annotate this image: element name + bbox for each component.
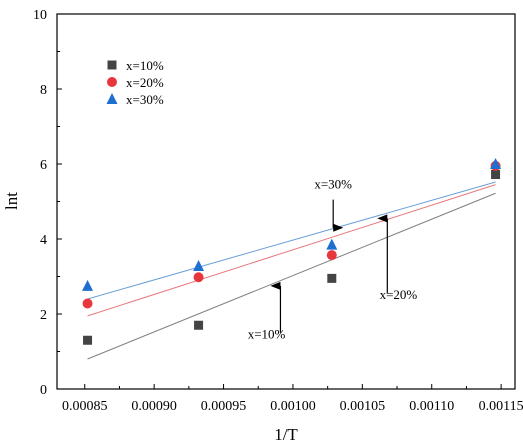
annotation-label: x=20%: [380, 287, 418, 302]
data-point: [83, 335, 93, 345]
x-axis-label: 1/T: [274, 425, 298, 444]
data-point: [193, 260, 205, 271]
data-point: [490, 158, 502, 169]
x-tick-label: 0.00090: [131, 399, 177, 414]
legend-marker: [107, 77, 117, 87]
x-tick-label: 0.00105: [340, 399, 386, 414]
y-tick-label: 6: [40, 158, 47, 173]
x-tick-label: 0.00095: [201, 399, 247, 414]
data-point: [82, 279, 94, 291]
data-point: [326, 238, 338, 250]
x-tick-label: 0.00115: [479, 399, 523, 414]
legend-label: x=30%: [126, 92, 164, 107]
data-point: [491, 170, 501, 179]
data-point: [193, 272, 204, 283]
fit-line: [87, 184, 496, 317]
legend-marker: [107, 60, 117, 70]
data-point: [327, 273, 337, 283]
data-point: [326, 250, 337, 261]
y-tick-label: 2: [40, 308, 47, 323]
fit-line: [87, 181, 496, 300]
x-tick-label: 0.00085: [62, 399, 108, 414]
data-point: [194, 320, 204, 330]
fit-line: [87, 192, 496, 360]
x-tick-label: 0.00100: [270, 399, 316, 414]
data-point: [82, 298, 93, 309]
y-tick-label: 8: [40, 83, 47, 98]
y-tick-label: 0: [40, 383, 47, 398]
legend-label: x=20%: [126, 75, 164, 90]
annotation-label: x=30%: [314, 176, 352, 191]
x-tick-label: 0.00110: [409, 399, 454, 414]
legend-label: x=10%: [126, 58, 164, 73]
y-tick-label: 4: [40, 233, 47, 248]
y-axis-label: lnt: [2, 192, 21, 210]
annotation-label: x=10%: [248, 326, 286, 341]
y-tick-label: 10: [33, 8, 47, 23]
legend-marker: [106, 93, 118, 104]
